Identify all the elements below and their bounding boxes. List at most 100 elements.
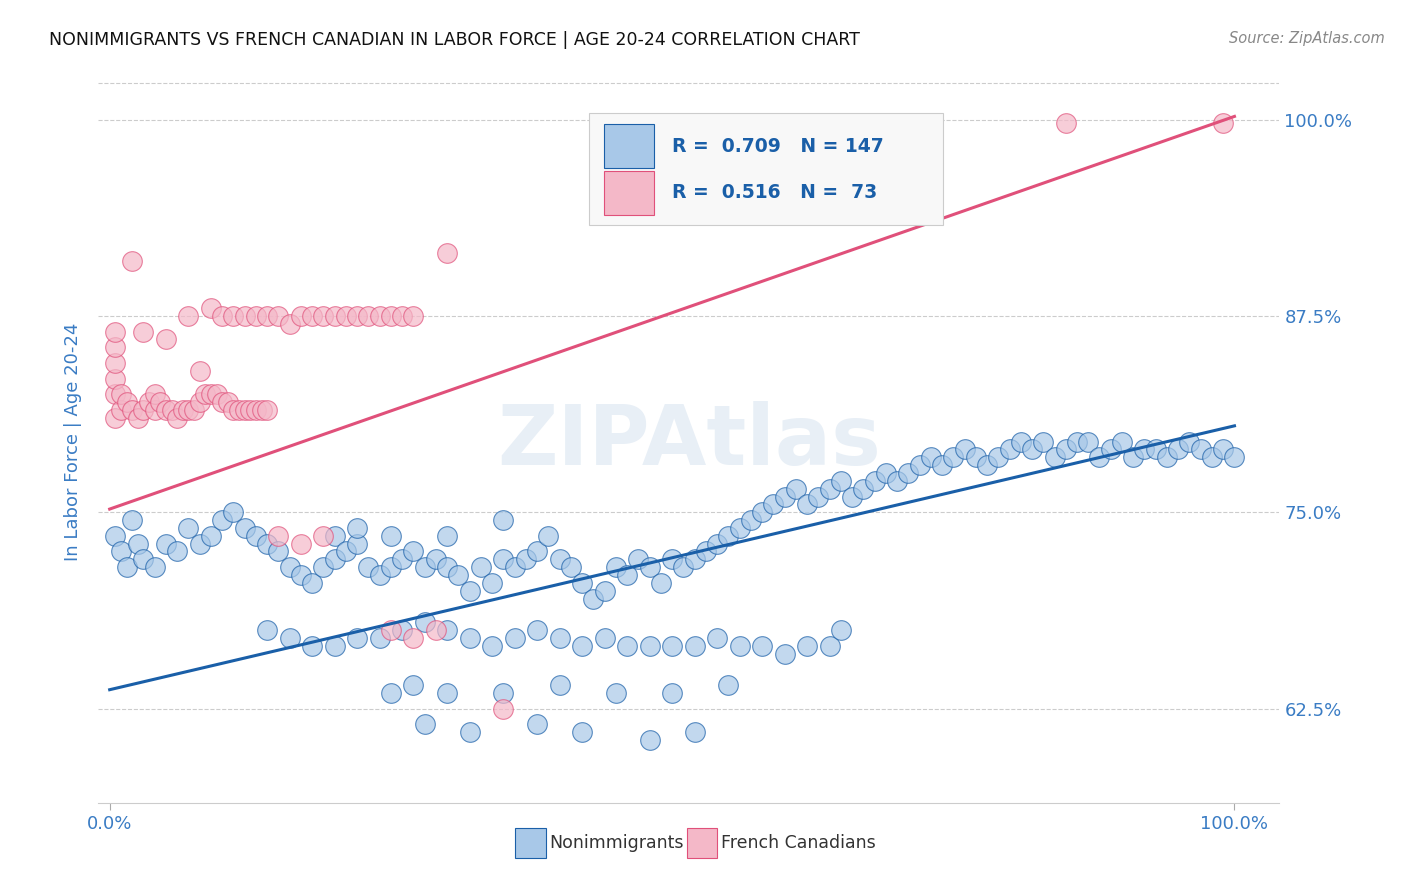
Point (751, 639, 773, 653)
Point (166, 544, 188, 558)
Point (638, 733, 661, 747)
Point (166, 411, 188, 425)
Point (1156, 450, 1178, 465)
Point (661, 639, 683, 653)
Point (436, 686, 458, 700)
Point (436, 560, 458, 574)
Point (357, 560, 380, 574)
Point (233, 521, 256, 535)
Point (160, 403, 183, 417)
Point (875, 466, 897, 480)
Point (1043, 450, 1066, 465)
Point (1066, 434, 1088, 449)
Point (110, 544, 132, 558)
Point (250, 403, 273, 417)
Point (965, 450, 987, 465)
Point (233, 403, 256, 417)
Point (256, 623, 278, 637)
Point (391, 309, 413, 323)
Point (458, 725, 481, 739)
Point (104, 356, 127, 370)
Point (436, 246, 458, 260)
Point (492, 513, 515, 527)
Point (458, 631, 481, 645)
Point (346, 521, 368, 535)
Point (245, 529, 267, 543)
Point (762, 497, 785, 511)
Point (104, 411, 127, 425)
Point (773, 490, 796, 504)
Point (301, 309, 323, 323)
Point (436, 529, 458, 543)
Point (1133, 442, 1156, 457)
Point (402, 678, 425, 692)
Point (773, 647, 796, 661)
Text: ZIPAtlas: ZIPAtlas (496, 401, 882, 482)
Point (267, 544, 290, 558)
Point (425, 552, 447, 566)
Point (155, 403, 177, 417)
Point (177, 521, 200, 535)
Point (1111, 434, 1133, 449)
Point (695, 544, 717, 558)
Point (211, 395, 233, 409)
Point (638, 560, 661, 574)
Point (593, 583, 616, 598)
Point (942, 450, 965, 465)
Point (526, 623, 548, 637)
Point (492, 701, 515, 715)
Point (380, 529, 402, 543)
Point (312, 309, 335, 323)
Point (121, 403, 143, 417)
Point (470, 560, 492, 574)
Point (706, 536, 728, 550)
Point (953, 442, 976, 457)
Point (217, 395, 239, 409)
Point (1167, 442, 1189, 457)
Point (228, 403, 250, 417)
Point (256, 309, 278, 323)
Point (492, 686, 515, 700)
Point (717, 529, 740, 543)
Point (256, 403, 278, 417)
Point (683, 725, 706, 739)
FancyBboxPatch shape (516, 828, 546, 858)
Point (183, 403, 205, 417)
Point (239, 403, 262, 417)
Point (402, 631, 425, 645)
Point (717, 678, 740, 692)
Point (481, 639, 503, 653)
Point (818, 482, 841, 496)
Point (127, 536, 149, 550)
Point (155, 536, 177, 550)
Point (841, 490, 863, 504)
Point (830, 474, 852, 488)
Point (1088, 450, 1111, 465)
Point (807, 490, 830, 504)
Point (548, 631, 571, 645)
Point (267, 309, 290, 323)
Point (548, 552, 571, 566)
Point (368, 568, 391, 582)
Point (796, 639, 818, 653)
Point (1021, 442, 1043, 457)
Point (627, 552, 650, 566)
Point (728, 639, 751, 653)
Point (200, 387, 222, 401)
Point (138, 395, 160, 409)
Point (1144, 442, 1167, 457)
Point (931, 458, 953, 472)
FancyBboxPatch shape (605, 124, 654, 169)
Point (211, 513, 233, 527)
Point (492, 552, 515, 566)
Point (121, 253, 143, 268)
Point (650, 575, 672, 590)
Point (503, 631, 526, 645)
Point (256, 536, 278, 550)
Text: Source: ZipAtlas.com: Source: ZipAtlas.com (1229, 31, 1385, 46)
Point (526, 717, 548, 731)
Point (391, 623, 413, 637)
Point (537, 529, 560, 543)
Point (413, 717, 436, 731)
Point (1054, 116, 1077, 130)
